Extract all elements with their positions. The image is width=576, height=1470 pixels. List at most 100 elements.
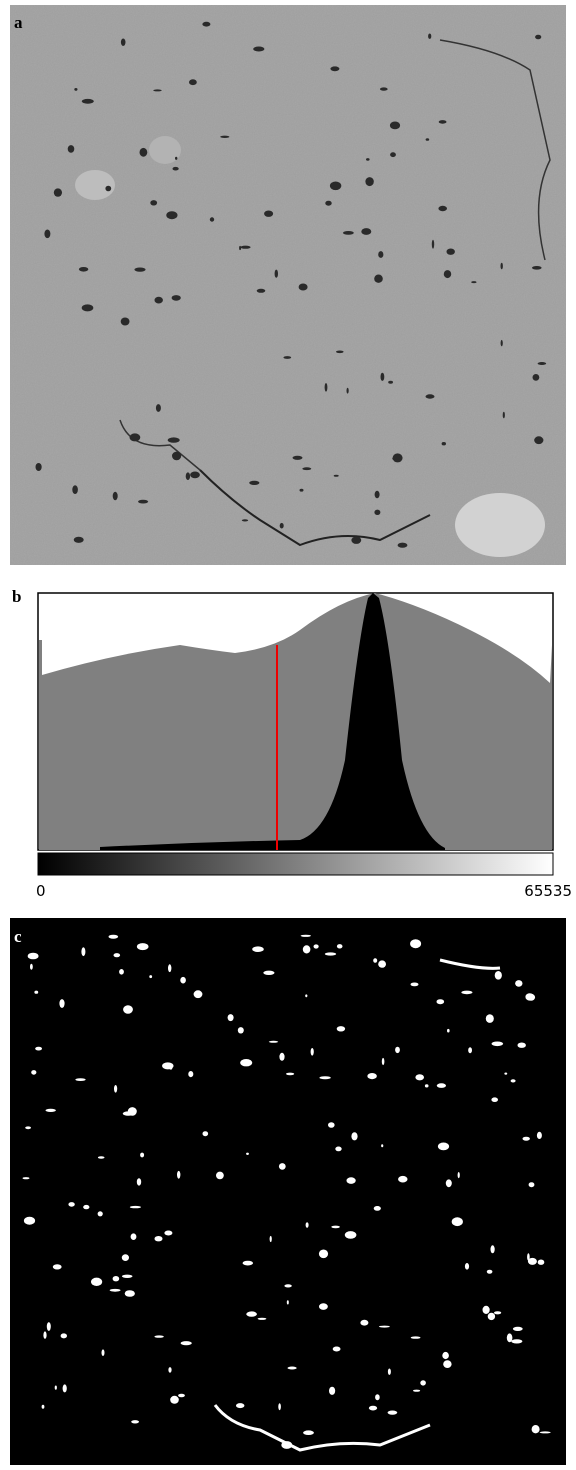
pore — [395, 1046, 400, 1054]
pore — [425, 394, 435, 399]
pore — [292, 455, 303, 460]
panel-a: a — [10, 5, 566, 565]
pore — [346, 387, 349, 394]
pore — [504, 1072, 508, 1075]
pore — [120, 317, 130, 326]
pore — [368, 1405, 378, 1411]
pore — [91, 1277, 103, 1287]
inclusion — [149, 136, 181, 164]
panel-label: b — [12, 587, 21, 606]
pore — [375, 1394, 380, 1401]
pore — [410, 982, 419, 987]
binary-image — [10, 918, 566, 1465]
pore — [43, 1331, 47, 1339]
pore — [237, 1027, 244, 1034]
axis-max-label: 65535 — [524, 882, 572, 900]
histogram-peak — [100, 593, 445, 850]
pore — [361, 228, 372, 235]
pore — [154, 1236, 163, 1242]
pore — [436, 1083, 446, 1088]
pore — [35, 463, 42, 471]
pore — [325, 200, 332, 206]
panel-label: a — [14, 13, 23, 32]
pore — [34, 990, 39, 994]
pore — [97, 1211, 103, 1217]
pore — [283, 356, 292, 359]
pore — [534, 436, 544, 445]
pore — [54, 1385, 57, 1390]
pore — [330, 66, 340, 72]
pore — [30, 963, 33, 970]
pore — [527, 1253, 530, 1261]
pore — [153, 89, 162, 92]
pore — [62, 1384, 67, 1393]
pore — [464, 1263, 470, 1270]
pore — [278, 1403, 281, 1411]
pore — [410, 939, 422, 949]
pore — [121, 1274, 133, 1279]
pore — [264, 210, 274, 217]
pore — [437, 1142, 450, 1151]
pore — [246, 1152, 249, 1156]
pore — [81, 304, 94, 312]
pore — [209, 217, 215, 222]
pore — [97, 1156, 105, 1159]
pore — [335, 1146, 342, 1152]
pore — [344, 1231, 357, 1239]
pore — [227, 1014, 234, 1022]
pore — [336, 944, 343, 949]
pore — [149, 975, 153, 979]
inclusion — [75, 170, 115, 200]
pore — [332, 1346, 341, 1352]
pore — [236, 1403, 245, 1409]
pore — [373, 1206, 381, 1211]
pore — [329, 1386, 336, 1395]
pore — [490, 1245, 495, 1254]
pore — [23, 1216, 36, 1225]
pore — [324, 383, 328, 392]
pore — [487, 1312, 496, 1321]
pore — [53, 188, 63, 197]
pore — [171, 295, 181, 301]
pore — [445, 1179, 452, 1188]
pore — [136, 1178, 142, 1186]
pore — [373, 958, 378, 963]
pore — [130, 1233, 137, 1240]
pore — [491, 1097, 499, 1102]
pore — [121, 1254, 129, 1261]
pore — [343, 231, 354, 235]
pore — [515, 980, 523, 987]
pore — [256, 288, 266, 293]
crack — [439, 39, 551, 261]
pore — [175, 156, 178, 160]
pore — [333, 474, 339, 477]
pore — [31, 1070, 37, 1075]
pore — [81, 98, 94, 104]
pore — [281, 1441, 293, 1449]
pore — [367, 1073, 377, 1080]
pore — [441, 442, 446, 446]
pore — [431, 239, 435, 249]
pore — [365, 177, 374, 187]
pore — [52, 1264, 62, 1270]
pore — [124, 1290, 135, 1297]
pore — [164, 1230, 173, 1236]
pore — [129, 433, 141, 442]
pore — [537, 362, 547, 365]
pore — [502, 411, 505, 419]
pore — [537, 1259, 545, 1265]
pore — [278, 1163, 286, 1170]
pore — [268, 1040, 279, 1043]
pore — [324, 952, 337, 956]
pore — [457, 1172, 460, 1179]
pore — [420, 1380, 426, 1386]
pore — [41, 1404, 45, 1409]
pore — [180, 976, 186, 984]
pore — [482, 1305, 490, 1314]
pore — [101, 1349, 105, 1356]
pore — [461, 990, 473, 995]
pore — [188, 1071, 194, 1078]
pore — [216, 1171, 224, 1180]
